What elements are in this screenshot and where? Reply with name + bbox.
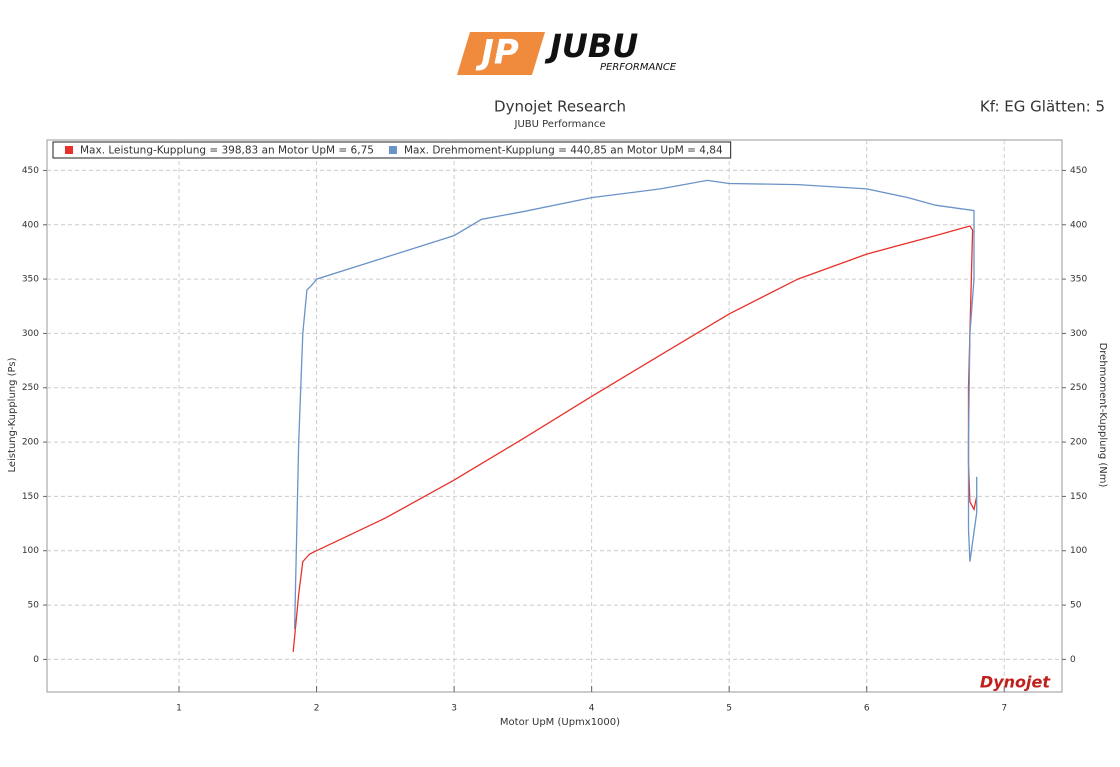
x-tick-label: 5: [726, 704, 732, 714]
y2-tick-label: 250: [1070, 383, 1087, 393]
x-tick-label: 7: [1001, 704, 1007, 714]
y2-tick-label: 100: [1070, 546, 1087, 556]
y2-tick-label: 150: [1070, 492, 1087, 502]
annotation: Kf: EG Glätten: 5: [980, 98, 1105, 116]
y2-tick-label: 300: [1070, 329, 1087, 339]
legend-label: Max. Drehmoment-Kupplung = 440,85 an Mot…: [404, 145, 723, 157]
logo: JP JUBU PERFORMANCE: [457, 27, 677, 75]
y-axis-label: Leistung-Kupplung (Ps): [7, 357, 18, 472]
y-tick-label: 100: [22, 546, 39, 556]
chart-subtitle: JUBU Performance: [514, 119, 606, 130]
legend-swatch: [65, 146, 73, 154]
x-tick-label: 1: [176, 704, 182, 714]
legend-swatch: [388, 146, 397, 154]
logo-badge: [457, 32, 545, 75]
y2-tick-label: 0: [1070, 655, 1076, 665]
y-tick-label: 150: [22, 492, 39, 502]
y-tick-label: 450: [22, 166, 39, 176]
y-tick-label: 200: [22, 438, 39, 448]
x-tick-label: 3: [451, 704, 457, 714]
x-tick-label: 4: [589, 704, 595, 714]
x-tick-label: 2: [314, 704, 320, 714]
series-line: [292, 225, 978, 652]
x-axis-label: Motor UpM (Upmx1000): [500, 717, 620, 728]
y-tick-label: 300: [22, 329, 39, 339]
x-tick-label: 6: [864, 704, 870, 714]
plot-frame: [46, 139, 1063, 693]
series-line: [293, 179, 978, 630]
y2-tick-label: 50: [1070, 601, 1082, 611]
y2-tick-label: 450: [1070, 166, 1087, 176]
y2-tick-label: 350: [1070, 275, 1087, 285]
legend-label: Max. Leistung-Kupplung = 398,83 an Motor…: [80, 145, 374, 157]
y2-tick-label: 400: [1070, 220, 1087, 230]
y-tick-label: 50: [28, 601, 40, 611]
watermark: Dynojet: [980, 673, 1051, 692]
y-tick-label: 350: [22, 275, 39, 285]
y-tick-label: 0: [33, 655, 39, 665]
y2-tick-label: 200: [1070, 438, 1087, 448]
y-tick-label: 400: [22, 220, 39, 230]
logo-tagline: PERFORMANCE: [600, 62, 677, 73]
y-tick-label: 250: [22, 383, 39, 393]
logo-mark: JP: [475, 33, 519, 73]
y2-axis-label: Drehmoment-Kupplung (Nm): [1097, 343, 1108, 488]
chart-title: Dynojet Research: [494, 98, 626, 116]
logo-name: JUBU: [544, 27, 638, 65]
